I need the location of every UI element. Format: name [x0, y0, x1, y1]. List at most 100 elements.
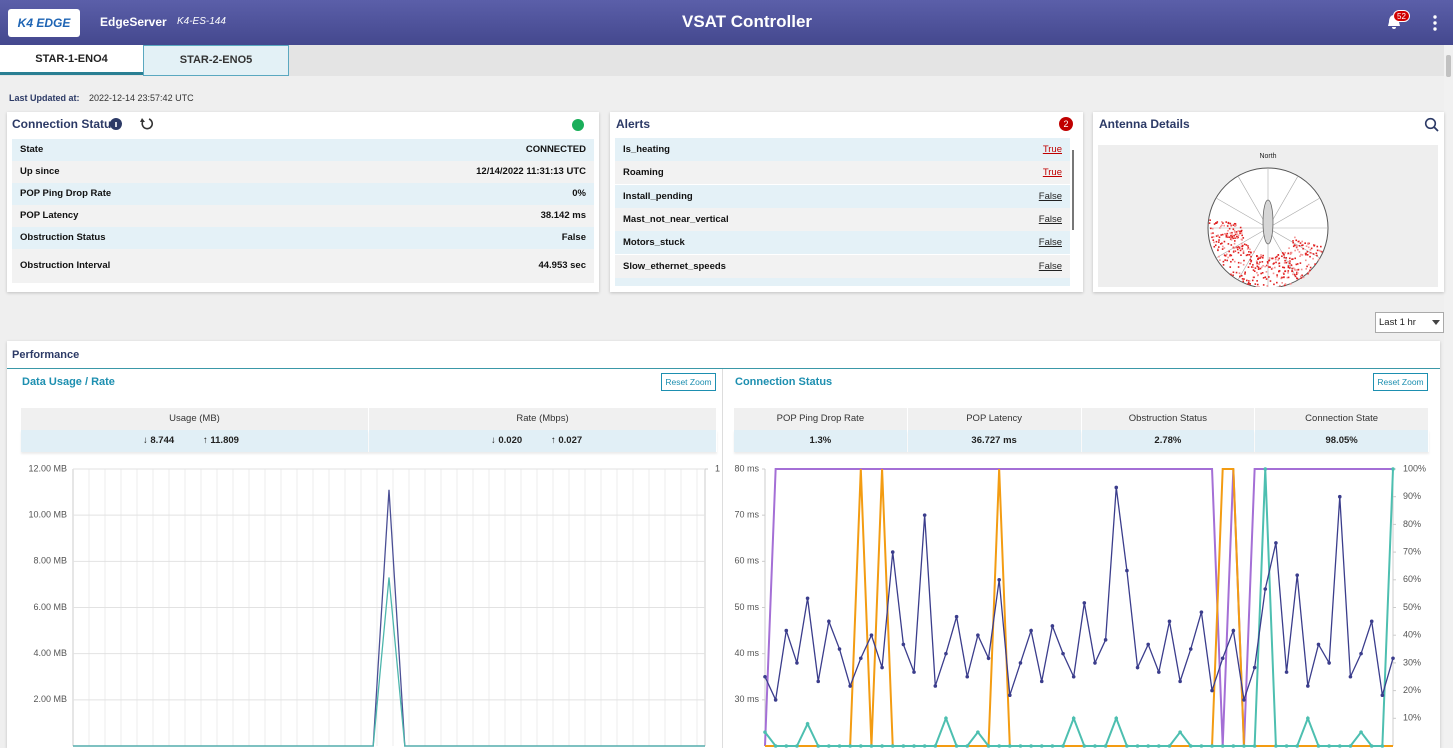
obstruction-dot: [1277, 254, 1279, 256]
data-point: [1072, 717, 1076, 721]
data-point: [880, 666, 884, 670]
obstruction-dot: [1311, 252, 1313, 254]
obstruction-dot: [1310, 267, 1312, 269]
alerts-card: Alerts2Is_heatingTrueRoamingTrueInstall_…: [610, 112, 1083, 292]
obstruction-dot: [1225, 233, 1227, 235]
obstruction-dot: [1243, 260, 1245, 262]
obstruction-dot: [1256, 255, 1258, 257]
obstruction-dot: [1310, 249, 1312, 251]
obstruction-dot: [1249, 249, 1251, 251]
app-name: EdgeServer: [100, 15, 167, 29]
obstruction-dot: [1228, 251, 1230, 253]
search-icon[interactable]: [1424, 117, 1440, 133]
obstruction-dot: [1276, 274, 1278, 276]
menu-button[interactable]: [1430, 14, 1440, 32]
obstruction-dot: [1305, 253, 1307, 255]
data-point: [1317, 643, 1321, 647]
obstruction-dot: [1233, 235, 1235, 237]
obstruction-dot: [1229, 266, 1231, 268]
obstruction-dot: [1306, 245, 1308, 247]
status-label: State: [20, 139, 43, 161]
alert-row: Slow_ethernet_speedsFalse: [615, 255, 1070, 278]
obstruction-dot: [1243, 250, 1245, 252]
obstruction-dot: [1248, 266, 1250, 268]
obstruction-dot: [1287, 272, 1289, 274]
data-point: [1200, 610, 1204, 614]
value-up: ↑ 11.809: [203, 430, 239, 452]
obstruction-dot: [1213, 242, 1215, 244]
obstruction-dot: [1250, 256, 1252, 258]
time-range-select[interactable]: Last 1 hr: [1375, 312, 1444, 333]
select-caret: [1432, 320, 1440, 326]
table-header: Rate (Mbps): [369, 408, 717, 430]
obstruction-dot: [1224, 259, 1226, 261]
obstruction-dot: [1257, 274, 1259, 276]
obstruction-dot: [1303, 277, 1305, 279]
obstruction-dot: [1281, 282, 1283, 284]
obstruction-dot: [1242, 237, 1244, 239]
obstruction-dot: [1292, 240, 1294, 242]
data-point: [1327, 744, 1331, 748]
obstruction-dot: [1302, 254, 1304, 256]
obstruction-dot: [1262, 272, 1264, 274]
data-point: [1338, 495, 1342, 499]
y-tick-label: 60 ms: [734, 556, 759, 566]
obstruction-dot: [1231, 244, 1233, 246]
tab[interactable]: STAR-1-ENO4: [0, 45, 143, 75]
alert-value[interactable]: True: [1043, 161, 1062, 184]
reset-zoom-button[interactable]: Reset Zoom: [661, 373, 716, 391]
obstruction-dot: [1250, 261, 1252, 263]
obstruction-dot: [1228, 222, 1230, 224]
y-tick-label: 6.00 MB: [33, 602, 67, 612]
obstruction-dot: [1225, 255, 1227, 257]
obstruction-dot: [1218, 241, 1220, 243]
obstruction-dot: [1218, 256, 1220, 258]
alert-value[interactable]: False: [1039, 185, 1062, 208]
data-point: [1168, 744, 1172, 748]
obstruction-dot: [1283, 267, 1285, 269]
data-point: [1295, 744, 1299, 748]
antenna-card: Antenna DetailsNorth: [1093, 112, 1444, 292]
obstruction-dot: [1311, 248, 1313, 250]
obstruction-dot: [1298, 241, 1300, 243]
y-tick-label: 70 ms: [734, 510, 759, 520]
panel-divider: [722, 369, 723, 748]
alert-row: Motors_stuckFalse: [615, 231, 1070, 254]
obstruction-dot: [1244, 243, 1246, 245]
obstruction-dot: [1241, 275, 1243, 277]
data-point: [774, 698, 778, 702]
data-point: [1061, 744, 1065, 748]
obstruction-dot: [1222, 248, 1224, 250]
alert-value[interactable]: False: [1039, 208, 1062, 231]
obstruction-dot: [1220, 234, 1222, 236]
data-point: [965, 744, 969, 748]
panel-rule: [7, 368, 1440, 369]
obstruction-dot: [1309, 256, 1311, 258]
tab[interactable]: STAR-2-ENO5: [143, 45, 289, 76]
obstruction-dot: [1299, 251, 1301, 253]
obstruction-dot: [1211, 236, 1213, 238]
y-tick-label: 2.00 MB: [33, 694, 67, 704]
alert-value[interactable]: True: [1043, 138, 1062, 161]
obstruction-dot: [1256, 263, 1258, 265]
obstruction-dot: [1213, 236, 1215, 238]
obstruction-dot: [1221, 242, 1223, 244]
data-point: [1359, 652, 1363, 656]
obstruction-dot: [1234, 250, 1236, 252]
obstruction-dot: [1266, 271, 1268, 273]
obstruction-dot: [1270, 280, 1272, 282]
obstruction-dot: [1295, 276, 1297, 278]
reset-zoom-button[interactable]: Reset Zoom: [1373, 373, 1428, 391]
obstruction-dot: [1308, 271, 1310, 273]
alert-value[interactable]: False: [1039, 231, 1062, 254]
obstruction-dot: [1263, 277, 1265, 279]
obstruction-dot: [1241, 235, 1243, 237]
y2-tick-label: 40%: [1403, 630, 1421, 640]
data-point: [1157, 670, 1161, 674]
obstruction-dot: [1300, 254, 1302, 256]
alert-row: RoamingTrue: [615, 161, 1070, 184]
last-updated-value: 2022-12-14 23:57:42 UTC: [89, 93, 194, 103]
y2-tick-label: 1: [715, 463, 720, 473]
search-handle: [1434, 127, 1438, 131]
alert-value[interactable]: False: [1039, 255, 1062, 278]
